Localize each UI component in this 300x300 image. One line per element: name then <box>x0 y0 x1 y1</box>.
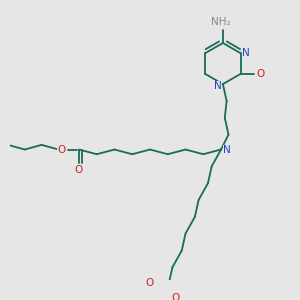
Text: N: N <box>242 48 250 58</box>
Text: O: O <box>256 69 265 79</box>
Text: O: O <box>75 165 83 175</box>
Text: N: N <box>223 145 230 154</box>
Text: O: O <box>57 145 65 154</box>
Text: NH₂: NH₂ <box>211 17 231 27</box>
Text: O: O <box>146 278 154 288</box>
Text: O: O <box>171 293 179 300</box>
Text: N: N <box>214 81 222 91</box>
